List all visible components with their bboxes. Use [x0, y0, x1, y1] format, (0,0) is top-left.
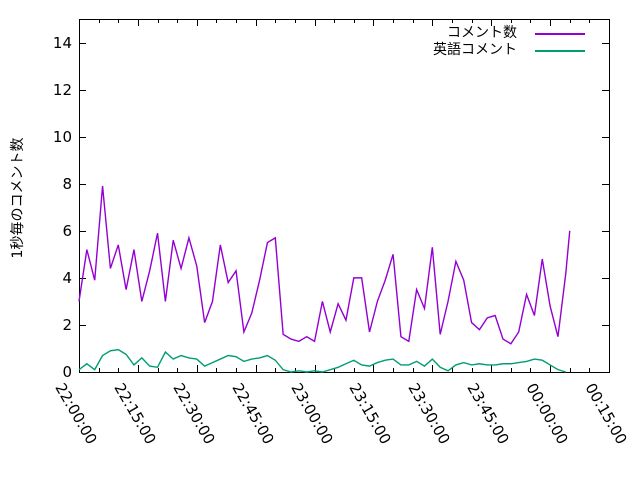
y-tick-label: 0	[62, 363, 72, 381]
legend-item: 英語コメント	[433, 42, 585, 59]
legend: コメント数 英語コメント	[433, 25, 585, 59]
legend-line-sample	[535, 49, 585, 52]
legend-label: コメント数	[447, 25, 517, 41]
y-axis-title: 1秒毎のコメント数	[10, 137, 26, 259]
y-tick-label: 2	[62, 315, 72, 334]
legend-line-sample	[535, 32, 585, 35]
legend-label: 英語コメント	[433, 42, 517, 58]
y-tick-label: 4	[62, 268, 72, 287]
y-tick-label: 14	[52, 33, 72, 52]
y-tick-label: 12	[52, 80, 72, 99]
series-line-1	[78, 348, 567, 373]
y-tick-label: 6	[62, 221, 72, 240]
series-line-0	[78, 186, 571, 345]
y-tick-label: 10	[52, 127, 72, 146]
legend-item: コメント数	[433, 25, 585, 42]
plot-border	[79, 19, 610, 373]
y-tick-label: 8	[62, 174, 72, 193]
